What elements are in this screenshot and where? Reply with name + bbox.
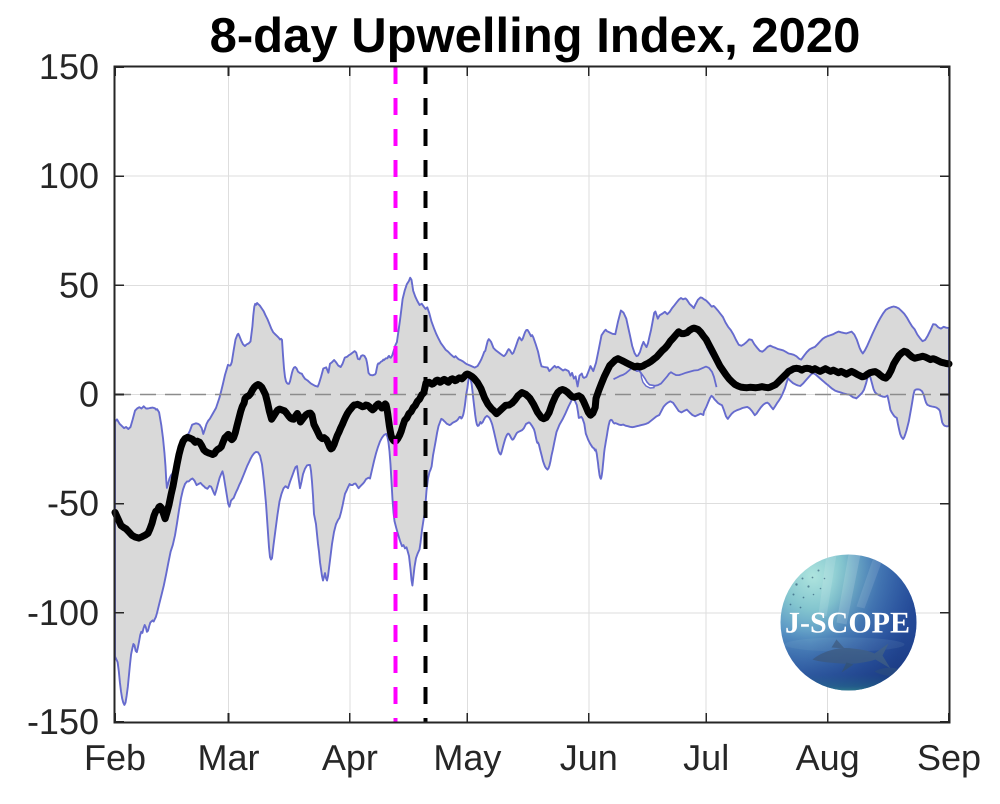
svg-text:Jul: Jul bbox=[683, 737, 729, 778]
svg-text:-150: -150 bbox=[27, 701, 99, 742]
svg-text:Sep: Sep bbox=[917, 737, 981, 778]
svg-text:Apr: Apr bbox=[322, 737, 378, 778]
svg-text:0: 0 bbox=[79, 374, 99, 415]
svg-text:May: May bbox=[433, 737, 501, 778]
svg-text:50: 50 bbox=[59, 264, 99, 305]
svg-text:100: 100 bbox=[39, 155, 99, 196]
svg-text:Mar: Mar bbox=[198, 737, 260, 778]
svg-text:Aug: Aug bbox=[796, 737, 860, 778]
svg-text:J-SCOPE: J-SCOPE bbox=[785, 607, 910, 640]
svg-text:-50: -50 bbox=[47, 483, 99, 524]
svg-text:-100: -100 bbox=[27, 592, 99, 633]
svg-text:Feb: Feb bbox=[84, 737, 146, 778]
svg-text:8-day Upwelling Index, 2020: 8-day Upwelling Index, 2020 bbox=[210, 9, 861, 63]
svg-text:Jun: Jun bbox=[560, 737, 618, 778]
svg-text:150: 150 bbox=[39, 46, 99, 87]
